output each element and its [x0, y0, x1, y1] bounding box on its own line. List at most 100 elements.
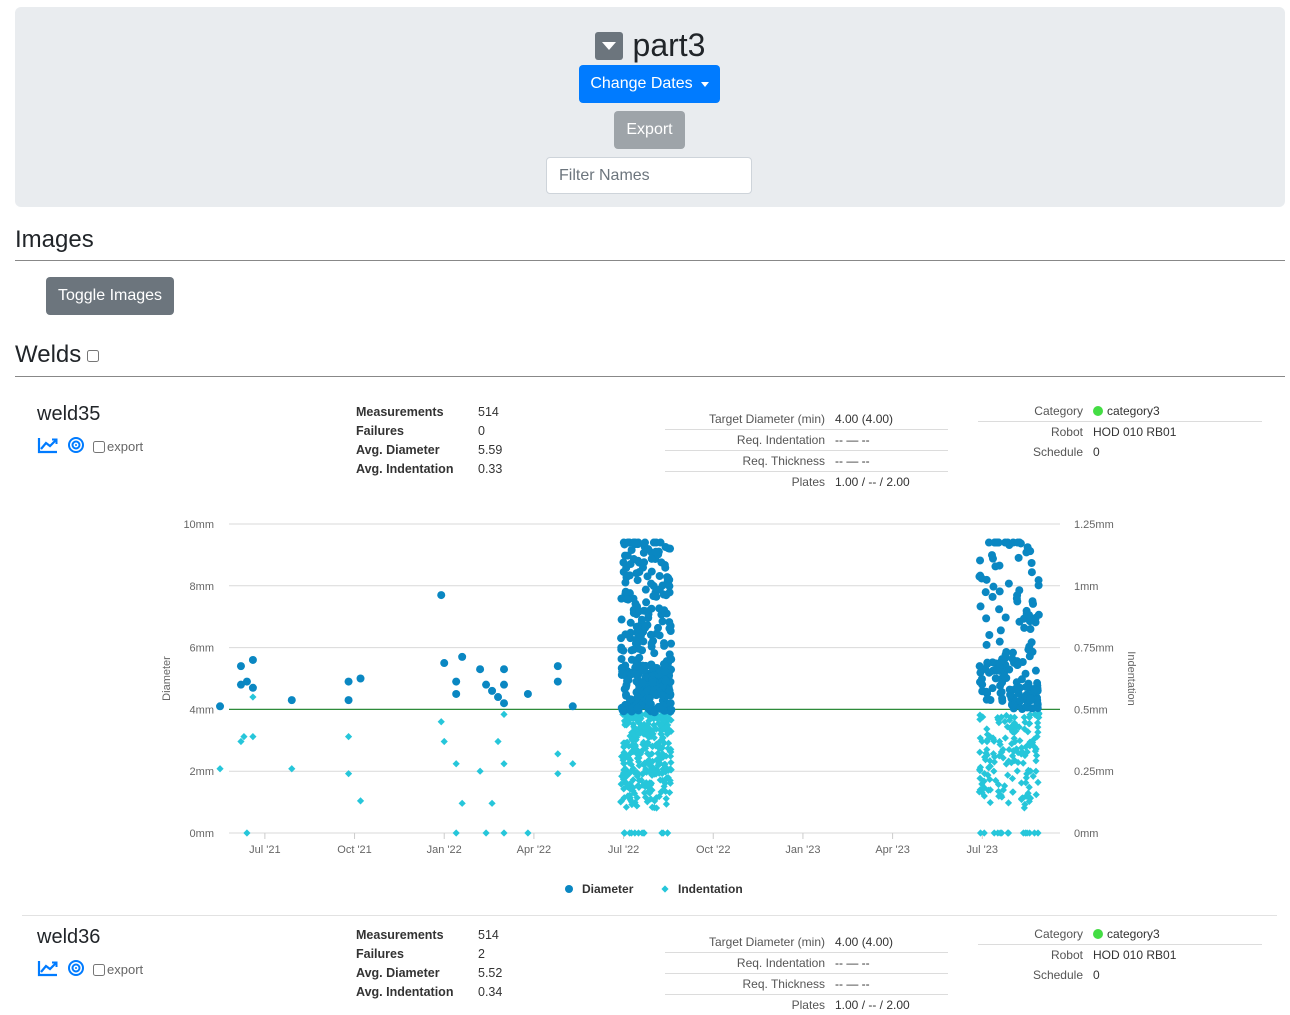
diameter-point — [488, 687, 496, 695]
diameter-point — [618, 655, 626, 663]
diameter-point — [642, 598, 650, 606]
status-dot-icon — [1093, 929, 1103, 939]
chart-line-icon[interactable] — [37, 959, 59, 980]
diameter-point — [243, 678, 251, 686]
indentation-point — [438, 718, 445, 725]
category-label: Category — [978, 924, 1093, 945]
diameter-point — [649, 679, 657, 687]
stat-value: 2 — [478, 944, 502, 963]
export-checkbox[interactable] — [93, 964, 105, 976]
indentation-point — [453, 829, 460, 836]
robot-value: HOD 010 RB01 — [1093, 422, 1262, 443]
toggle-images-button[interactable]: Toggle Images — [46, 277, 174, 315]
spec-value: 1.00 / -- / 2.00 — [835, 995, 948, 1015]
diameter-point — [644, 705, 652, 713]
diameter-point — [249, 684, 257, 692]
diameter-point — [635, 568, 643, 576]
welds-select-all-checkbox[interactable] — [87, 350, 99, 362]
indentation-point — [1004, 829, 1011, 836]
x-tick-label: Oct '21 — [337, 844, 372, 856]
category-value: category3 — [1107, 927, 1160, 941]
diameter-point — [666, 588, 674, 596]
images-section-title: Images — [15, 226, 94, 254]
spec-value: -- — -- — [835, 451, 948, 472]
diameter-point — [1005, 666, 1013, 674]
stat-label: Avg. Indentation — [356, 982, 478, 1001]
stat-value: 0.33 — [478, 459, 502, 478]
diameter-point — [554, 662, 562, 670]
diameter-point — [618, 616, 626, 624]
diameter-point — [631, 656, 639, 664]
legend-diameter-label: Diameter — [582, 882, 634, 896]
indentation-point — [1034, 779, 1041, 786]
diameter-point — [655, 604, 663, 612]
indentation-point — [621, 829, 628, 836]
diameter-point — [458, 653, 466, 661]
chart-line-icon[interactable] — [37, 436, 59, 457]
diameter-point — [1034, 687, 1042, 695]
diameter-point — [656, 572, 664, 580]
diameter-point — [620, 539, 628, 547]
diameter-point — [619, 670, 627, 678]
export-checkbox-label: export — [107, 439, 143, 454]
weld-actions: export — [37, 959, 143, 980]
diameter-point — [658, 691, 666, 699]
diameter-point — [985, 668, 993, 676]
export-button[interactable]: Export — [614, 111, 685, 149]
robot-value: HOD 010 RB01 — [1093, 945, 1262, 966]
indentation-point — [500, 829, 507, 836]
diameter-point — [642, 586, 650, 594]
y2-tick-label: 0.5mm — [1074, 704, 1108, 716]
diameter-point — [1028, 568, 1036, 576]
y-tick-label: 10mm — [183, 519, 214, 531]
weld-name: weld35 — [37, 403, 100, 426]
diameter-point — [629, 646, 637, 654]
diameter-point — [983, 641, 991, 649]
diameter-point — [648, 568, 656, 576]
change-dates-label: Change Dates — [590, 75, 692, 93]
diameter-point — [1008, 655, 1016, 663]
diameter-point — [1013, 539, 1021, 547]
diameter-point — [652, 593, 660, 601]
target-icon[interactable] — [67, 436, 85, 457]
diameter-point — [626, 695, 634, 703]
category-value: category3 — [1107, 404, 1160, 418]
indentation-point — [1014, 767, 1021, 774]
diameter-point — [569, 702, 577, 710]
filter-names-input[interactable] — [546, 157, 752, 194]
y-axis-title: Diameter — [161, 656, 173, 701]
export-checkbox[interactable] — [93, 441, 105, 453]
spec-label: Target Diameter (min) — [665, 409, 835, 430]
robot-label: Robot — [978, 422, 1093, 443]
diameter-point — [345, 678, 353, 686]
spec-value: -- — -- — [835, 974, 948, 995]
weld-spec-table: Target Diameter (min)4.00 (4.00) Req. In… — [665, 409, 948, 492]
diameter-point — [667, 706, 675, 714]
dropdown-toggle-icon[interactable] — [595, 32, 623, 60]
diameter-point — [998, 694, 1006, 702]
legend-diameter-marker — [565, 885, 573, 893]
change-dates-button[interactable]: Change Dates — [579, 65, 720, 103]
diameter-point — [1013, 594, 1021, 602]
diameter-point — [985, 631, 993, 639]
diameter-point — [1012, 684, 1020, 692]
diameter-point — [657, 539, 665, 547]
diameter-point — [345, 696, 353, 704]
target-icon[interactable] — [67, 959, 85, 980]
page-title: part3 — [633, 27, 706, 64]
diameter-point — [976, 556, 984, 564]
stat-label: Avg. Diameter — [356, 963, 478, 982]
spec-label: Plates — [665, 472, 835, 493]
spec-label: Req. Thickness — [665, 451, 835, 472]
y2-tick-label: 0.25mm — [1074, 766, 1114, 778]
stat-label: Measurements — [356, 402, 478, 421]
diameter-point — [996, 638, 1004, 646]
spec-value: 4.00 (4.00) — [835, 409, 948, 430]
category-label: Category — [978, 401, 1093, 422]
diameter-point — [249, 656, 257, 664]
diameter-point — [661, 564, 669, 572]
